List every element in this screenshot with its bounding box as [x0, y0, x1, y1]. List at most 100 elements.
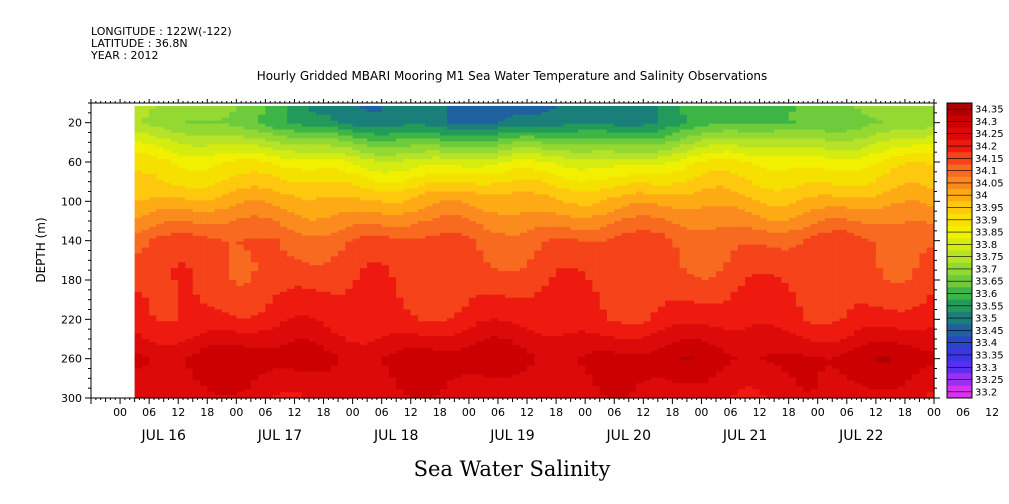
- heatmap-cell: [345, 259, 354, 263]
- heatmap-cell: [330, 303, 339, 308]
- heatmap-cell: [359, 380, 368, 384]
- heatmap-cell: [229, 162, 237, 166]
- heatmap-cell: [468, 126, 477, 131]
- heatmap-cell: [468, 206, 477, 210]
- heatmap-cell: [250, 256, 259, 260]
- heatmap-cell: [141, 350, 150, 355]
- heatmap-cell: [258, 312, 267, 316]
- heatmap-cell: [258, 356, 267, 361]
- heatmap-cell: [287, 300, 296, 305]
- heatmap-cell: [374, 126, 383, 131]
- heatmap-cell: [425, 117, 434, 122]
- heatmap-cell: [439, 206, 448, 210]
- heatmap-cell: [330, 339, 339, 343]
- heatmap-cell: [287, 159, 296, 163]
- heatmap-cell: [279, 339, 288, 343]
- heatmap-cell: [250, 247, 259, 252]
- heatmap-cell: [447, 395, 455, 399]
- heatmap-cell: [236, 277, 245, 281]
- heatmap-cell: [250, 226, 259, 231]
- heatmap-cell: [170, 209, 179, 213]
- heatmap-cell: [461, 159, 470, 163]
- heatmap-cell: [447, 291, 455, 296]
- heatmap-cell: [287, 309, 296, 314]
- heatmap-cell: [330, 280, 339, 284]
- heatmap-cell: [156, 229, 165, 234]
- heatmap-cell: [461, 339, 470, 343]
- heatmap-cell: [250, 389, 259, 393]
- heatmap-cell: [367, 188, 376, 193]
- heatmap-cell: [396, 126, 405, 131]
- heatmap-cell: [345, 392, 354, 396]
- heatmap-cell: [439, 353, 448, 358]
- heatmap-cell: [497, 126, 506, 131]
- heatmap-cell: [265, 280, 274, 284]
- heatmap-cell: [243, 185, 252, 190]
- heatmap-cell: [454, 132, 463, 137]
- heatmap-cell: [272, 324, 281, 328]
- heatmap-cell: [265, 197, 274, 201]
- heatmap-cell: [272, 253, 281, 257]
- heatmap-cell: [156, 111, 165, 116]
- heatmap-cell: [396, 315, 405, 319]
- latitude-label: LATITUDE : 36.8N: [91, 37, 188, 50]
- heatmap-cell: [447, 108, 455, 113]
- heatmap-cell: [439, 306, 448, 311]
- heatmap-cell: [468, 182, 477, 187]
- heatmap-cell: [418, 262, 426, 266]
- heatmap-cell: [439, 209, 448, 213]
- heatmap-cell: [476, 350, 485, 355]
- heatmap-cell: [149, 229, 158, 234]
- heatmap-cell: [236, 377, 245, 381]
- heatmap-cell: [439, 141, 448, 145]
- heatmap-cell: [258, 324, 267, 328]
- heatmap-cell: [338, 262, 346, 266]
- heatmap-cell: [367, 306, 376, 311]
- heatmap-cell: [156, 191, 165, 196]
- heatmap-cell: [221, 206, 230, 210]
- heatmap-cell: [170, 392, 179, 396]
- heatmap-cell: [352, 336, 361, 340]
- heatmap-cell: [243, 318, 252, 322]
- heatmap-cell: [214, 241, 223, 246]
- heatmap-cell: [454, 383, 463, 387]
- heatmap-cell: [367, 209, 376, 213]
- heatmap-cell: [134, 350, 143, 355]
- heatmap-cell: [367, 324, 376, 328]
- heatmap-cell: [418, 238, 426, 243]
- heatmap-cell: [359, 359, 368, 364]
- heatmap-cell: [156, 185, 165, 190]
- heatmap-cell: [250, 324, 259, 328]
- heatmap-cell: [468, 268, 477, 272]
- heatmap-cell: [243, 285, 252, 290]
- heatmap-cell: [265, 212, 274, 216]
- heatmap-cell: [374, 377, 383, 381]
- heatmap-cell: [316, 318, 325, 322]
- heatmap-cell: [156, 256, 165, 260]
- heatmap-cell: [309, 268, 317, 272]
- heatmap-cell: [236, 259, 245, 263]
- heatmap-cell: [149, 356, 158, 361]
- heatmap-cell: [163, 111, 172, 116]
- heatmap-cell: [330, 229, 339, 234]
- heatmap-cell: [272, 350, 281, 355]
- heatmap-cell: [359, 215, 368, 219]
- heatmap-cell: [330, 271, 339, 275]
- heatmap-cell: [236, 105, 245, 110]
- heatmap-cell: [316, 253, 325, 257]
- heatmap-cell: [221, 383, 230, 387]
- heatmap-cell: [374, 274, 383, 278]
- heatmap-cell: [207, 282, 216, 287]
- heatmap-cell: [301, 318, 310, 322]
- heatmap-cell: [134, 194, 143, 198]
- heatmap-cell: [352, 144, 361, 148]
- heatmap-cell: [141, 185, 150, 190]
- heatmap-cell: [359, 371, 368, 375]
- heatmap-cell: [367, 318, 376, 322]
- heatmap-cell: [410, 221, 419, 225]
- heatmap-cell: [272, 221, 281, 225]
- heatmap-cell: [476, 164, 485, 169]
- heatmap-cell: [265, 108, 274, 113]
- heatmap-cell: [330, 117, 339, 122]
- heatmap-cell: [272, 297, 281, 302]
